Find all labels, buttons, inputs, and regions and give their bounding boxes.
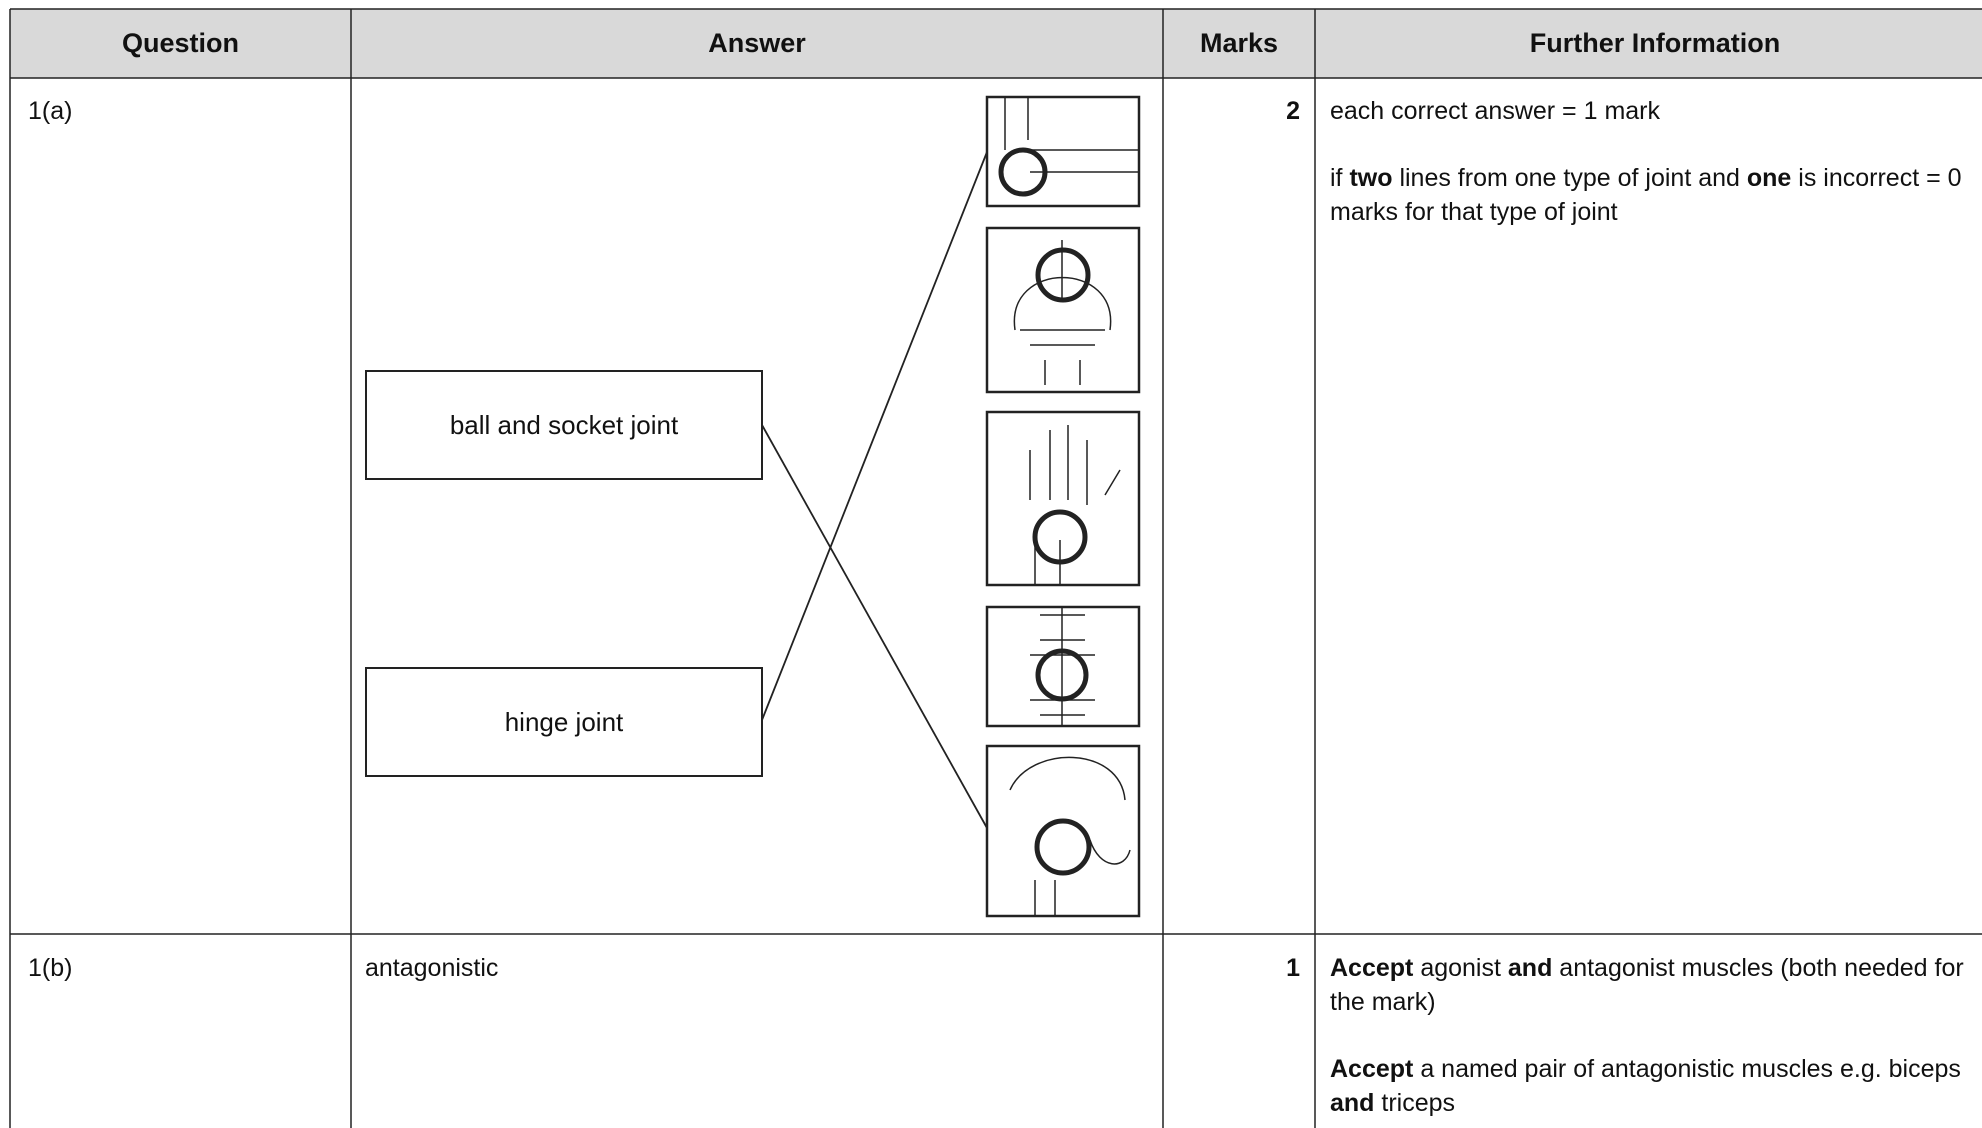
skull-picture <box>987 228 1139 392</box>
matching-lines <box>762 152 987 828</box>
hand-picture <box>987 412 1139 585</box>
text: is incorrect = 0 marks for that type of … <box>1330 164 1962 226</box>
marks: 2 <box>1286 97 1300 125</box>
bold-text: and <box>1507 954 1553 982</box>
further-information: Accept agonist and antagonist muscles (b… <box>1330 951 1970 1128</box>
bold-text: Accept <box>1330 1055 1414 1083</box>
column-header: Further Information <box>1529 28 1781 58</box>
info-paragraph: Accept a named pair of antagonistic musc… <box>1330 1052 1970 1120</box>
marks: 1 <box>1286 954 1300 982</box>
joint-type-box: hinge joint <box>365 667 763 777</box>
hip-picture <box>987 746 1139 916</box>
column-header: Answer <box>708 28 806 58</box>
column-header: Question <box>121 28 239 58</box>
question-number: 1(b) <box>28 954 73 982</box>
info-paragraph: each correct answer = 1 mark <box>1330 94 1970 128</box>
text: lines from one type of joint and <box>1392 164 1747 192</box>
spine-picture <box>987 607 1139 726</box>
text: each correct answer = 1 mark <box>1330 97 1660 125</box>
bold-text: one <box>1746 164 1792 192</box>
text: triceps <box>1374 1089 1456 1117</box>
match-line <box>762 425 987 828</box>
text: antagonist muscles (both needed for the … <box>1330 954 1964 1016</box>
question-number: 1(a) <box>28 97 73 125</box>
info-paragraph: if two lines from one type of joint and … <box>1330 161 1970 229</box>
joint-type-box: ball and socket joint <box>365 370 763 480</box>
answer-text: antagonistic <box>365 954 499 982</box>
text: a named pair of antagonistic muscles e.g… <box>1413 1055 1961 1083</box>
match-line <box>762 152 987 720</box>
bold-text: Accept <box>1330 954 1414 982</box>
text: if <box>1330 164 1350 192</box>
bold-text: two <box>1349 164 1393 192</box>
bold-text: and <box>1330 1089 1375 1117</box>
column-header: Marks <box>1199 28 1279 58</box>
header-background <box>10 9 1982 78</box>
further-information: each correct answer = 1 mark if two lines… <box>1330 94 1970 262</box>
text: agonist <box>1413 954 1508 982</box>
info-paragraph: Accept agonist and antagonist muscles (b… <box>1330 951 1970 1019</box>
elbow-picture <box>987 97 1139 206</box>
joint-pictures <box>987 97 1139 916</box>
